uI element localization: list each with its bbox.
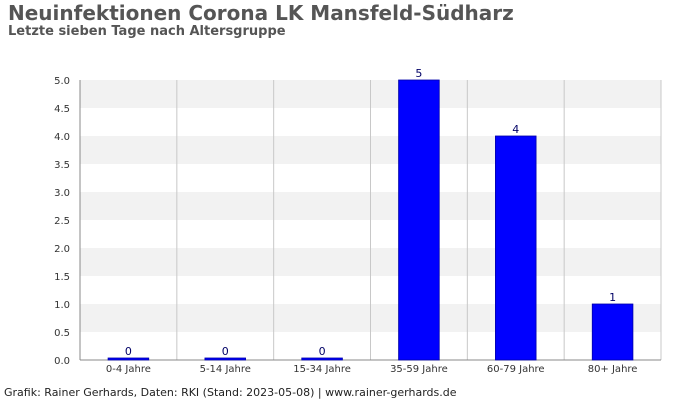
y-tick-label: 4.5 xyxy=(54,104,70,115)
value-label: 0 xyxy=(319,345,326,358)
y-tick-label: 3.0 xyxy=(54,188,70,199)
x-tick-label: 5-14 Jahre xyxy=(200,364,251,375)
bar-35-59-jahre xyxy=(398,79,440,361)
chart-subtitle: Letzte sieben Tage nach Altersgruppe xyxy=(8,24,286,39)
value-label: 1 xyxy=(609,291,616,304)
bar-5-14-jahre xyxy=(204,357,246,361)
bar-60-79-jahre xyxy=(495,135,537,361)
value-label: 4 xyxy=(512,123,519,136)
y-tick-label: 2.5 xyxy=(54,216,70,227)
chart-title: Neuinfektionen Corona LK Mansfeld-Südhar… xyxy=(8,1,514,25)
y-tick-label: 1.0 xyxy=(54,300,70,311)
x-tick-label: 15-34 Jahre xyxy=(293,364,351,375)
x-tick-label: 60-79 Jahre xyxy=(487,364,545,375)
bars xyxy=(107,79,634,361)
bar-15-34-jahre xyxy=(301,357,343,361)
x-tick-label: 80+ Jahre xyxy=(588,364,638,375)
y-tick-label: 3.5 xyxy=(54,160,70,171)
value-label: 0 xyxy=(125,345,132,358)
value-label: 0 xyxy=(222,345,229,358)
y-tick-label: 0.0 xyxy=(54,356,70,367)
value-label: 5 xyxy=(415,67,422,80)
x-tick-labels: 0-4 Jahre 5-14 Jahre 15-34 Jahre 35-59 Jahr… xyxy=(106,364,638,375)
bar-80-jahre xyxy=(591,303,634,361)
y-tick-label: 2.0 xyxy=(54,244,70,255)
y-tick-label: 5.0 xyxy=(54,76,70,87)
y-tick-label: 4.0 xyxy=(54,132,70,143)
x-tick-label: 35-59 Jahre xyxy=(390,364,448,375)
source-footer: Grafik: Rainer Gerhards, Daten: RKI (Sta… xyxy=(4,386,457,399)
value-labels: 0 0 0 5 4 1 xyxy=(125,67,616,358)
y-tick-label: 0.5 xyxy=(54,328,70,339)
y-tick-label: 1.5 xyxy=(54,272,70,283)
y-tick-labels: 0.0 0.5 1.0 1.5 2.0 2.5 3.0 3.5 4.0 4.5 5.0 xyxy=(54,76,70,367)
axes xyxy=(79,80,661,361)
bar-0-4-jahre xyxy=(107,357,150,361)
x-tick-label: 0-4 Jahre xyxy=(106,364,151,375)
